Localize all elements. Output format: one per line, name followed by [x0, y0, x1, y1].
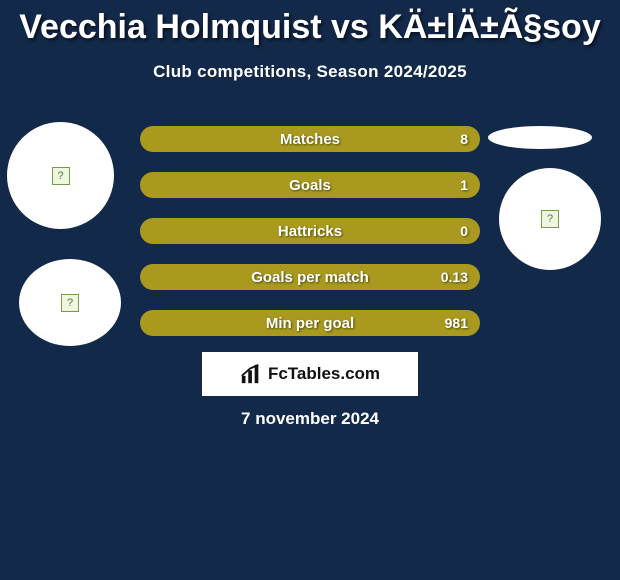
avatar-left-bottom: ? [19, 259, 121, 346]
stat-value: 8 [460, 131, 468, 147]
broken-image-icon: ? [61, 294, 79, 312]
bar-chart-icon [240, 363, 262, 385]
stat-bar: Goals 1 [140, 172, 480, 198]
date-text: 7 november 2024 [0, 409, 620, 429]
source-logo-text: FcTables.com [268, 364, 380, 384]
page-title: Vecchia Holmquist vs KÄ±lÄ±Ã§soy [0, 8, 620, 47]
stat-label: Goals [289, 177, 331, 194]
stat-label: Hattricks [278, 223, 342, 240]
stat-value: 981 [445, 315, 468, 331]
avatar-left-top: ? [7, 122, 114, 229]
stat-label: Goals per match [251, 269, 369, 286]
stat-bar: Matches 8 [140, 126, 480, 152]
stat-bar: Min per goal 981 [140, 310, 480, 336]
stat-value: 0 [460, 223, 468, 239]
ellipse-shape [488, 126, 592, 149]
stat-bar: Hattricks 0 [140, 218, 480, 244]
stat-value: 1 [460, 177, 468, 193]
stat-value: 0.13 [441, 269, 468, 285]
avatar-right: ? [499, 168, 601, 270]
broken-image-icon: ? [541, 210, 559, 228]
broken-image-icon: ? [52, 167, 70, 185]
stat-label: Min per goal [266, 315, 354, 332]
stat-bar: Goals per match 0.13 [140, 264, 480, 290]
source-logo[interactable]: FcTables.com [202, 352, 418, 396]
stat-label: Matches [280, 131, 340, 148]
stats-bars: Matches 8 Goals 1 Hattricks 0 Goals per … [140, 126, 480, 356]
subtitle: Club competitions, Season 2024/2025 [0, 62, 620, 82]
